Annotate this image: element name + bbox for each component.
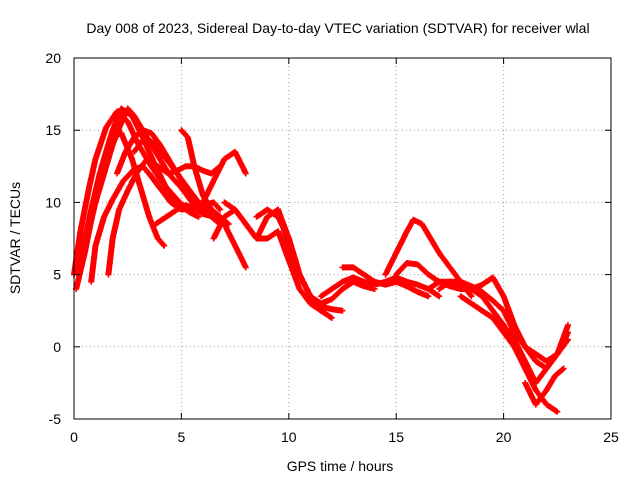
data-point-markers (146, 170, 224, 213)
data-point-markers (114, 127, 198, 206)
x-axis-label: GPS time / hours (287, 458, 394, 474)
x-tick-label: 10 (281, 429, 297, 445)
y-tick-label: 5 (53, 267, 61, 283)
data-point-markers (275, 206, 378, 307)
series-arc-22 (522, 365, 567, 408)
data-point-markers (522, 365, 567, 408)
data-point-markers (500, 322, 571, 386)
y-tick-label: 15 (45, 122, 61, 138)
data-points (71, 105, 571, 415)
y-tick-label: 10 (45, 194, 61, 210)
axes: 0 5 10 15 20 25 -5 0 5 10 15 20 (45, 50, 619, 445)
x-tick-label: 20 (496, 429, 512, 445)
plot-frame (73, 57, 612, 420)
data-point-markers (339, 264, 432, 300)
series-arc-13 (275, 206, 378, 307)
x-tick-label: 15 (388, 429, 404, 445)
data-point-markers (457, 293, 561, 415)
chart-title: Day 008 of 2023, Sidereal Day-to-day VTE… (86, 20, 589, 36)
series-arc-20 (457, 293, 561, 415)
y-tick-label: -5 (49, 411, 62, 427)
series-arc-15 (339, 264, 432, 300)
x-tick-label: 0 (70, 429, 78, 445)
x-tick-label: 25 (603, 429, 619, 445)
y-tick-label: 0 (53, 339, 61, 355)
series-arc-24 (114, 127, 198, 206)
y-axis-label: SDTVAR / TECUs (7, 182, 23, 294)
series-arc-21 (500, 322, 571, 386)
series-arc-6 (105, 156, 224, 278)
data-point-markers (105, 156, 224, 278)
x-tick-label: 5 (178, 429, 186, 445)
series-arc-23 (146, 170, 224, 213)
y-tick-label: 20 (45, 50, 61, 66)
